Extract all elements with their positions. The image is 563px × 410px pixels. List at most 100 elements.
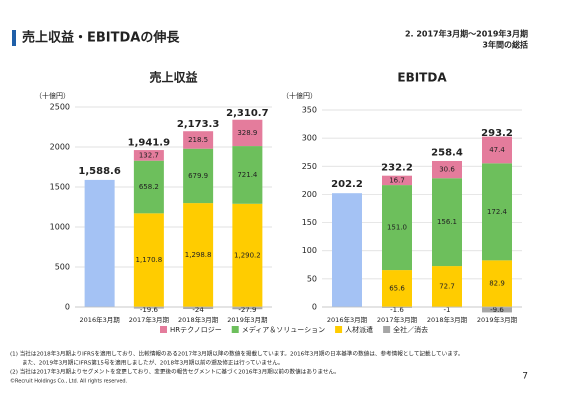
legend-swatch bbox=[231, 326, 239, 333]
y-tick-label: 2500 bbox=[50, 103, 70, 112]
bar-segment bbox=[432, 160, 462, 179]
section: 2. 2017年3月期～2019年3月期 bbox=[405, 29, 528, 39]
bar-segment bbox=[183, 148, 214, 204]
chart-title: EBITDA bbox=[397, 71, 447, 85]
legend-label: メディア＆ソリューション bbox=[242, 325, 325, 334]
copyright: ©Recruit Holdings Co., Ltd. All rights r… bbox=[10, 378, 128, 385]
x-tick-label: 2018年3月期 bbox=[427, 315, 468, 324]
value-label: -1 bbox=[444, 306, 451, 314]
value-label: 1,298.8 bbox=[185, 251, 212, 259]
y-tick-label: 0 bbox=[65, 303, 70, 312]
bar-segment bbox=[332, 193, 362, 307]
value-label: 156.1 bbox=[437, 218, 457, 226]
bar-segment bbox=[232, 146, 263, 204]
value-label: 679.9 bbox=[188, 172, 208, 180]
y-tick-label: 1000 bbox=[50, 223, 70, 232]
x-tick-label: 2019年3月期 bbox=[227, 315, 268, 324]
value-label: 218.5 bbox=[188, 136, 208, 144]
bar-segment bbox=[183, 131, 214, 149]
value-label: 1,170.8 bbox=[136, 256, 163, 264]
value-label: -24 bbox=[192, 306, 204, 314]
y-tick-label: 350 bbox=[302, 106, 317, 115]
total-label: 258.4 bbox=[431, 148, 463, 159]
value-label: 132.7 bbox=[139, 151, 159, 159]
bar-segment bbox=[432, 266, 462, 307]
y-tick-label: 300 bbox=[302, 134, 317, 143]
total-label: 1,941.9 bbox=[128, 138, 170, 149]
value-label: 65.6 bbox=[389, 285, 405, 293]
value-label: 172.4 bbox=[487, 208, 508, 216]
footnote: (2) 当社は2017年3月期よりセグメントを変更しており、変更後の報告セグメン… bbox=[10, 368, 340, 376]
bar-segment bbox=[482, 163, 512, 261]
x-tick-label: 2019年3月期 bbox=[477, 315, 518, 324]
y-tick-label: 200 bbox=[302, 190, 317, 199]
value-label: 16.7 bbox=[389, 176, 405, 184]
x-tick-label: 2016年3月期 bbox=[327, 315, 368, 324]
title-accent bbox=[12, 30, 16, 46]
bar-segment bbox=[133, 150, 164, 161]
footnote: (1) 当社は2018年3月期よりIFRSを適用しており、比較情報のある2017… bbox=[10, 350, 463, 358]
bar-segment bbox=[432, 178, 462, 267]
chart-title: 売上収益 bbox=[149, 70, 197, 85]
legend-label: 人材派遣 bbox=[345, 325, 373, 334]
subsection: 3年間の総括 bbox=[482, 40, 528, 50]
legend-swatch bbox=[160, 326, 167, 333]
bar-segment bbox=[232, 119, 263, 147]
bar-segment bbox=[482, 307, 512, 313]
bar-segment bbox=[382, 270, 412, 307]
x-tick-label: 2018年3月期 bbox=[178, 315, 219, 324]
value-label: 328.9 bbox=[237, 129, 257, 137]
value-label: -9.6 bbox=[490, 306, 504, 314]
footnote: また、2019年3月期にIFRS第15号を適用しましたが、2018年3月期以前の… bbox=[22, 359, 283, 367]
y-tick-label: 100 bbox=[302, 246, 317, 255]
value-label: -1.6 bbox=[390, 306, 404, 314]
bar-segment bbox=[382, 175, 412, 186]
x-tick-label: 2017年3月期 bbox=[377, 315, 418, 324]
x-tick-label: 2016年3月期 bbox=[80, 315, 121, 324]
bar-segment bbox=[382, 185, 412, 271]
bar-segment bbox=[84, 179, 115, 307]
y-tick-label: 150 bbox=[302, 218, 317, 227]
y-axis-label: （十億円） bbox=[35, 91, 70, 100]
bar-segment bbox=[482, 136, 512, 164]
bar-segment bbox=[183, 307, 214, 309]
y-tick-label: 1500 bbox=[50, 183, 70, 192]
y-axis-label: （十億円） bbox=[282, 91, 317, 100]
legend-label: 全社／消去 bbox=[393, 325, 428, 334]
value-label: 721.4 bbox=[237, 171, 258, 179]
total-label: 2,310.7 bbox=[226, 108, 268, 119]
bar-segment bbox=[183, 203, 214, 307]
value-label: -27.9 bbox=[238, 306, 256, 314]
total-label: 293.2 bbox=[481, 128, 513, 139]
y-tick-label: 500 bbox=[55, 263, 70, 272]
y-tick-label: 50 bbox=[307, 274, 317, 283]
legend-swatch bbox=[383, 326, 391, 333]
y-tick-label: 250 bbox=[302, 162, 317, 171]
value-label: 1,290.2 bbox=[234, 251, 261, 259]
value-label: 658.2 bbox=[139, 183, 159, 191]
value-label: 30.6 bbox=[439, 166, 455, 174]
total-label: 2,173.3 bbox=[177, 119, 219, 130]
value-label: -19.6 bbox=[140, 306, 159, 314]
x-tick-label: 2017年3月期 bbox=[129, 315, 170, 324]
total-label: 202.2 bbox=[331, 179, 363, 190]
y-tick-label: 2000 bbox=[50, 143, 70, 152]
bar-segment bbox=[133, 307, 164, 309]
bar-segment bbox=[382, 307, 412, 308]
y-tick-label: 0 bbox=[312, 303, 317, 312]
value-label: 151.0 bbox=[387, 224, 407, 232]
value-label: 47.4 bbox=[489, 146, 505, 154]
bar-segment bbox=[133, 160, 164, 214]
bar-segment bbox=[232, 307, 263, 310]
bar-segment bbox=[482, 260, 512, 307]
legend-swatch bbox=[335, 326, 343, 333]
bar-segment bbox=[133, 213, 164, 307]
page-number: 7 bbox=[522, 372, 528, 382]
bar-segment bbox=[232, 203, 263, 307]
total-label: 1,588.6 bbox=[78, 166, 120, 177]
value-label: 72.7 bbox=[439, 283, 455, 291]
legend-label: HRテクノロジー bbox=[170, 326, 222, 334]
slide-title: 売上収益・EBITDAの伸長 bbox=[22, 30, 180, 46]
